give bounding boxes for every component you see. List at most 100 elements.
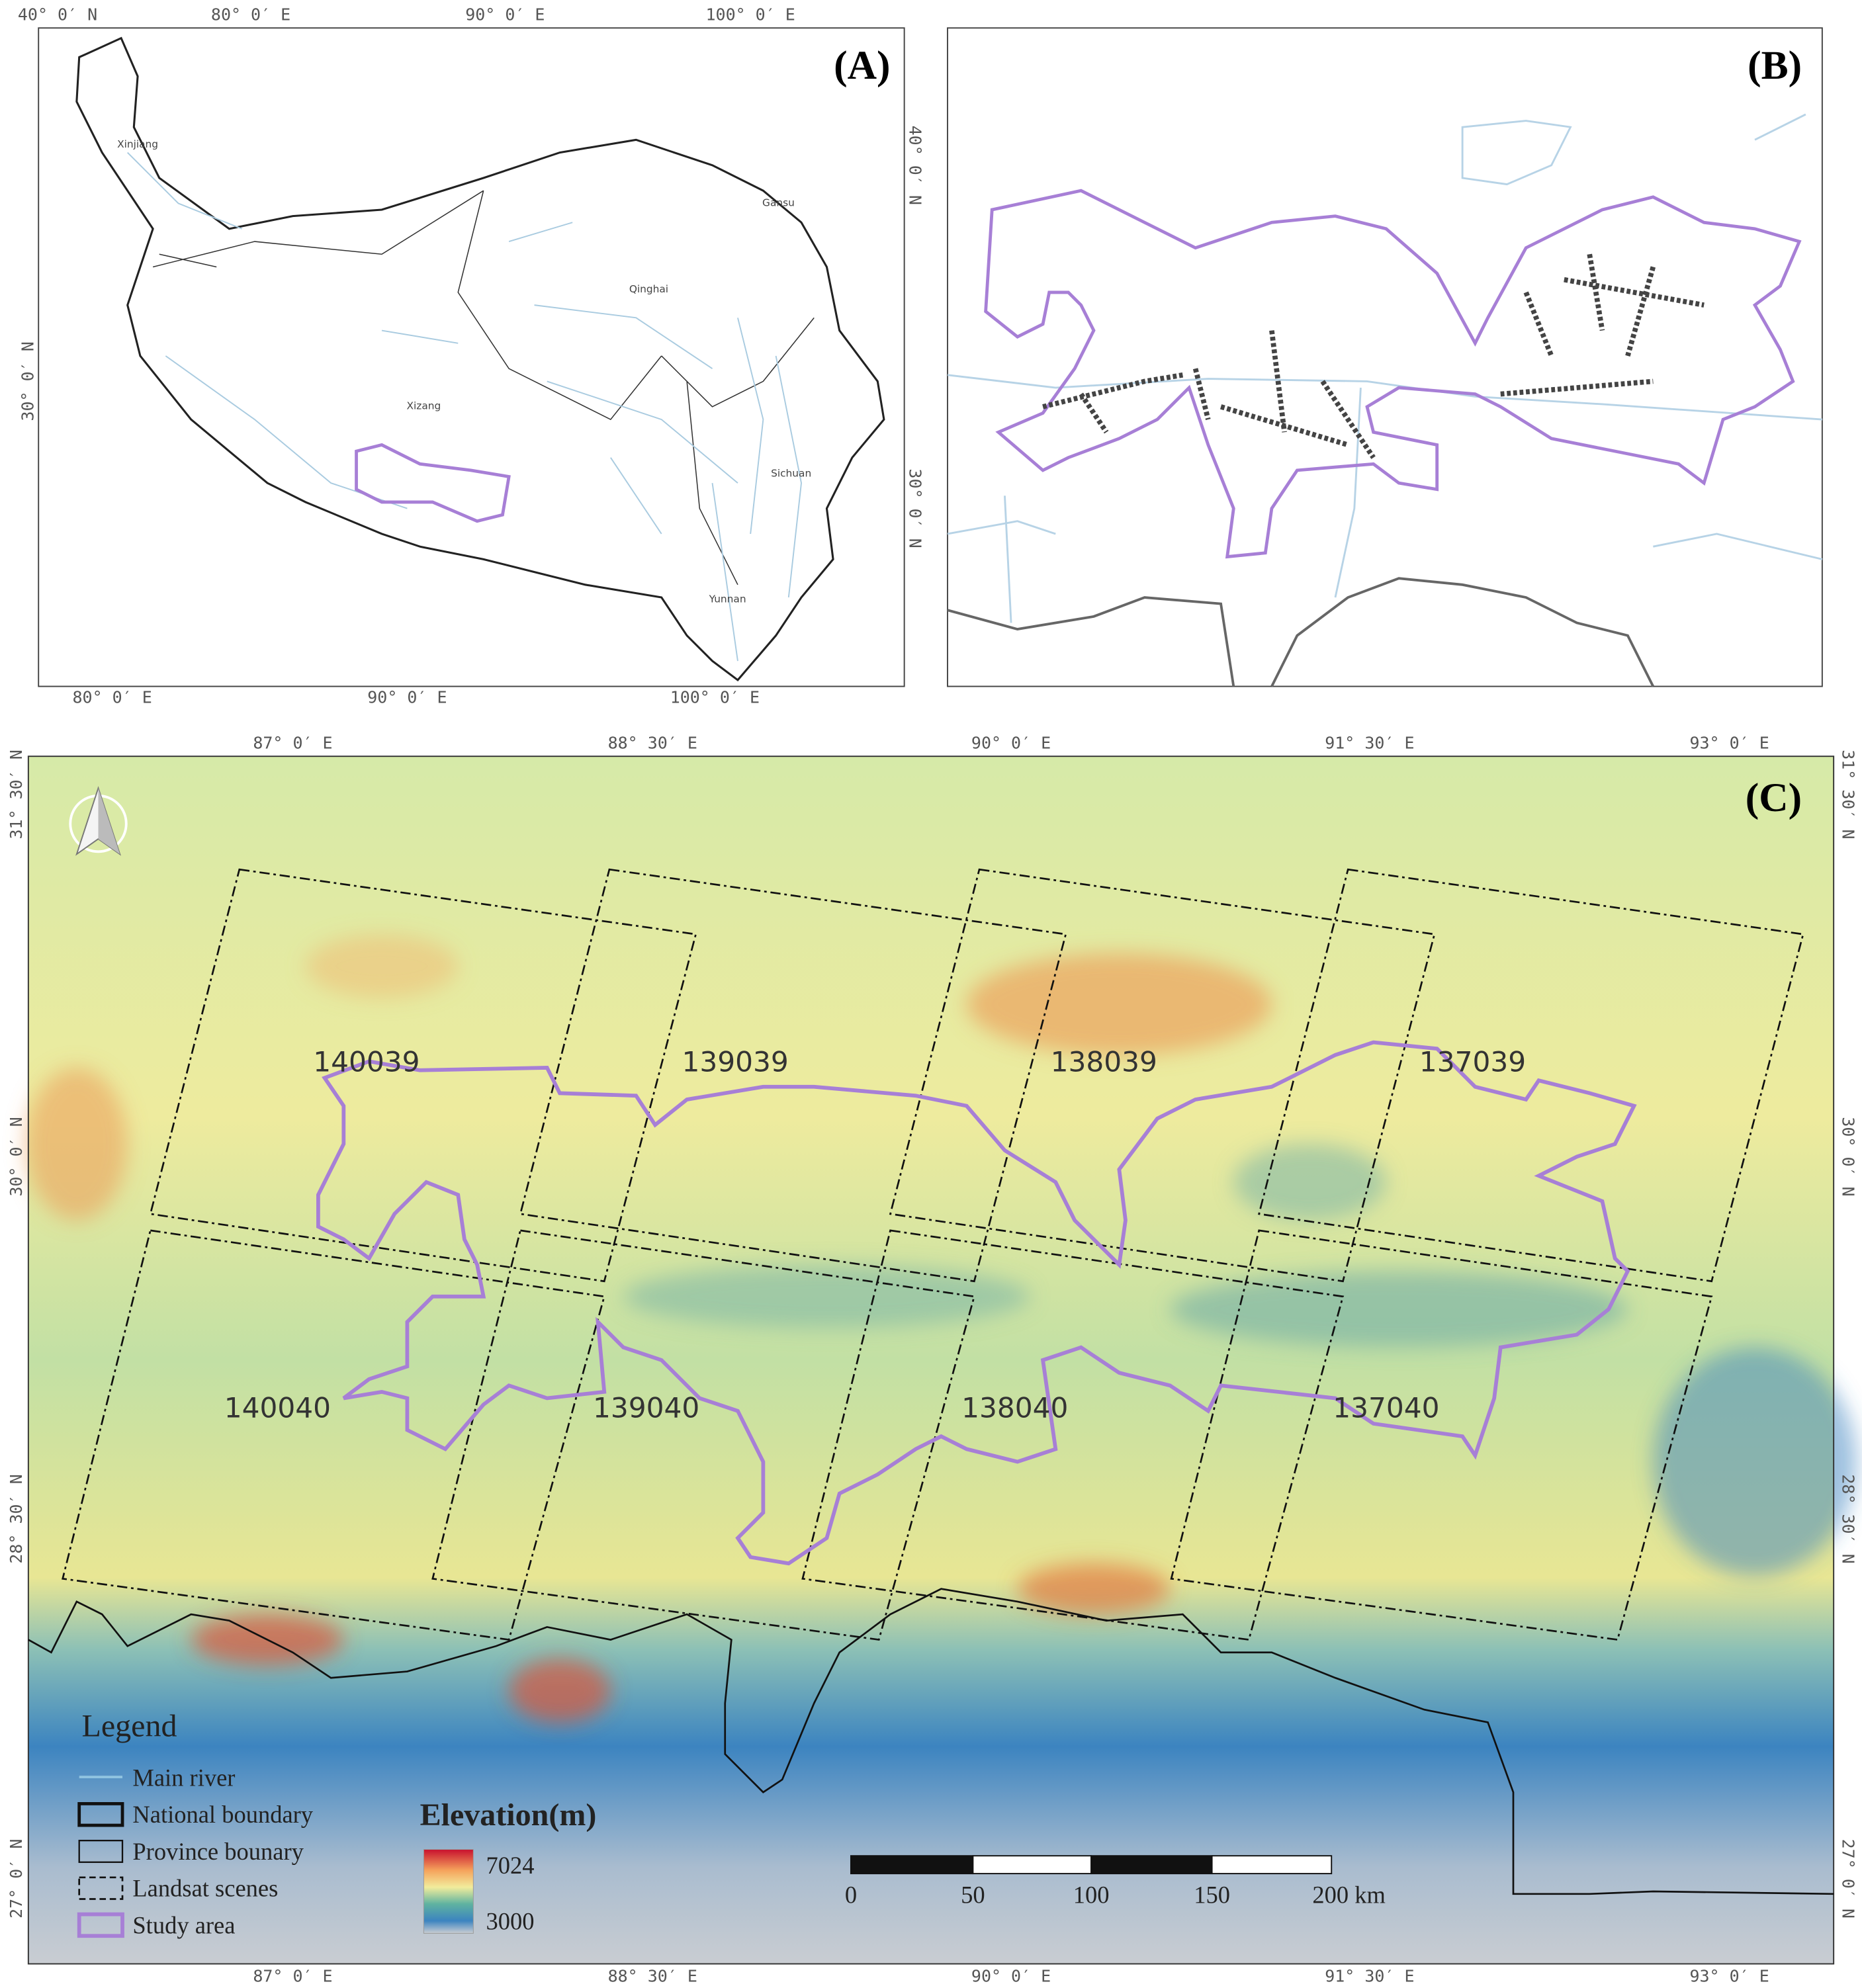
high-relief — [1017, 1563, 1171, 1615]
coord-label: 80° 0′ E — [211, 5, 290, 24]
north-arrow — [69, 786, 128, 856]
coord-label: 30° 0′ N — [1839, 1117, 1858, 1196]
high-relief — [509, 1659, 611, 1723]
scene-id: 139040 — [593, 1391, 699, 1424]
legend-swatch — [78, 1876, 124, 1900]
coord-label: 87° 0′ E — [253, 734, 332, 753]
scene-id: 138039 — [1051, 1046, 1157, 1078]
coord-label: 30° 0′ N — [905, 468, 924, 548]
coord-label: 100° 0′ E — [670, 688, 760, 707]
legend: Legend Main river National boundary Prov… — [77, 1709, 314, 1938]
coord-label: 93° 0′ E — [1689, 1966, 1769, 1985]
panel-frame — [947, 27, 1823, 687]
color-bar — [423, 1849, 474, 1934]
river — [127, 151, 802, 662]
study-area — [984, 189, 1802, 559]
scene-frame — [431, 1229, 976, 1641]
coord-label: 31° 30′ N — [1839, 750, 1858, 839]
coord-label: 88° 30′ E — [608, 734, 697, 753]
coord-label: 91° 30′ E — [1325, 734, 1414, 753]
scale-label: 100 — [1073, 1881, 1110, 1908]
valley — [1233, 1144, 1386, 1221]
province-name: Yunnan — [709, 593, 746, 605]
elevation-min: 3000 — [486, 1908, 535, 1935]
panel-label: (B) — [1748, 43, 1802, 88]
coord-label: 31° 30′ N — [7, 750, 26, 839]
legend-label: Province bounary — [132, 1838, 304, 1865]
coord-label: 90° 0′ E — [367, 688, 447, 707]
province-name: Sichuan — [771, 468, 811, 480]
scene-frame — [1170, 1229, 1713, 1641]
valley — [1653, 1347, 1857, 1577]
national-boundary — [28, 1588, 1834, 1895]
coord-label: 80° 0′ E — [73, 688, 152, 707]
legend-swatch — [77, 1912, 124, 1938]
scene-id: 140040 — [224, 1391, 331, 1424]
province-name: Xizang — [407, 400, 441, 412]
scene-id: 138040 — [961, 1391, 1068, 1424]
study-area — [355, 443, 511, 523]
coord-label: 40° 0′ N — [905, 126, 924, 205]
scene-id: 137039 — [1419, 1046, 1526, 1078]
scene-id: 140039 — [313, 1046, 420, 1078]
province-boundary — [152, 190, 815, 585]
scale-label: 0 — [845, 1881, 857, 1908]
coord-label: 100° 0′ E — [706, 5, 795, 24]
high-relief — [305, 934, 459, 998]
coord-label: 28° 30′ N — [1839, 1474, 1858, 1563]
coord-label: 40° 0′ N — [18, 5, 97, 24]
scale-segment — [972, 1855, 1092, 1875]
national-boundary — [947, 577, 1655, 687]
scale-label: 150 — [1194, 1881, 1230, 1908]
coord-label: 90° 0′ E — [971, 734, 1051, 753]
plateau-outline — [75, 36, 885, 682]
scale-segment — [1211, 1855, 1333, 1875]
coord-label: 90° 0′ E — [465, 5, 545, 24]
scale-segment — [850, 1855, 974, 1875]
river — [947, 113, 1823, 623]
legend-label: Landsat scenes — [132, 1875, 278, 1902]
elevation-map — [28, 756, 1834, 1964]
elevation-max: 7024 — [486, 1852, 535, 1879]
scene-id: 139039 — [682, 1046, 788, 1078]
coord-label: 88° 30′ E — [608, 1966, 697, 1985]
legend-swatch — [77, 1802, 124, 1827]
panel-a: (A) 40° 0′ N 80° 0′ E 90° 0′ E 100° 0′ E… — [18, 5, 924, 707]
legend-swatch — [78, 1839, 124, 1863]
province-name: Qinghai — [629, 283, 668, 295]
scene-frame — [889, 868, 1436, 1283]
legend-label: National boundary — [132, 1801, 313, 1828]
coord-label: 90° 0′ E — [971, 1966, 1051, 1985]
study-area — [316, 1040, 1637, 1566]
province-name: Gansu — [762, 196, 795, 208]
elevation-title: Elevation(m) — [420, 1797, 597, 1833]
province-name: Xinjiang — [117, 138, 158, 150]
scale-segment — [1090, 1855, 1213, 1875]
scene-frame — [62, 1229, 605, 1641]
panel-label: (A) — [834, 43, 890, 88]
panel-frame — [27, 756, 1835, 1965]
panel-label: (C) — [1746, 775, 1802, 820]
coord-label: 30° 0′ N — [7, 1117, 26, 1196]
scene-frame — [149, 868, 697, 1283]
landsat-scenes — [62, 868, 1804, 1641]
coord-label: 28° 30′ N — [7, 1474, 26, 1563]
glacier — [1042, 253, 1705, 459]
legend-label: Main river — [132, 1764, 235, 1792]
coord-label: 27° 0′ N — [1839, 1839, 1858, 1919]
elevation-legend: Elevation(m) 7024 3000 — [420, 1797, 597, 1935]
valley — [623, 1264, 1030, 1328]
scene-frame — [1258, 868, 1804, 1283]
scale-label: 200 km — [1312, 1881, 1386, 1908]
scale-bar: 0 50 100 150 200 km — [845, 1855, 1386, 1908]
high-relief — [966, 953, 1272, 1055]
legend-title: Legend — [82, 1709, 177, 1744]
high-relief — [25, 1067, 128, 1221]
coord-label: 91° 30′ E — [1325, 1966, 1414, 1985]
scene-id: 137040 — [1333, 1391, 1439, 1424]
scene-frame — [801, 1229, 1345, 1641]
coord-label: 30° 0′ N — [19, 341, 38, 421]
valley — [1170, 1271, 1628, 1348]
panel-b: (B) — [947, 27, 1823, 687]
